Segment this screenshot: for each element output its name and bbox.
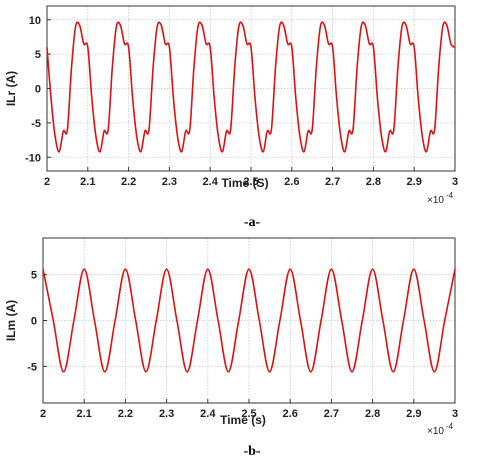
y-tick-label: 5	[35, 49, 41, 61]
x-tick-label: 3	[452, 408, 458, 420]
x-tick-label: 2.1	[80, 176, 95, 188]
x-tick-label: 2.4	[200, 408, 216, 420]
y-tick-label: 0	[31, 316, 37, 328]
x-axis-exponent: -4	[446, 422, 454, 431]
x-tick-label: 2	[40, 408, 46, 420]
y-axis-label: ILm (A)	[4, 300, 18, 341]
x-axis-label: Time (S)	[221, 176, 268, 190]
x-tick-label: 2.4	[203, 176, 219, 188]
y-tick-label: 10	[29, 15, 41, 27]
x-tick-label: 2.6	[283, 408, 298, 420]
x-tick-label: 2.8	[366, 176, 381, 188]
y-tick-label: 0	[35, 84, 41, 96]
x-tick-label: 2.2	[118, 408, 133, 420]
chart-panel-a: 2 2.1 2.2 2.3 2.4 2.5 2.6 2.7 2.8 2.9 3 -10 -5 0 5 10 Ti…	[4, 5, 458, 230]
series-line	[42, 268, 456, 373]
x-tick-label: 2	[44, 176, 50, 188]
x-tick-label: 2.7	[324, 408, 339, 420]
panel-caption: -a-	[244, 215, 261, 230]
x-tick-label: 2.8	[365, 408, 380, 420]
x-axis-multiplier: ×10	[427, 426, 444, 437]
x-tick-label: 2.6	[284, 176, 299, 188]
x-tick-label: 2.3	[159, 408, 174, 420]
y-tick-label: 5	[31, 270, 37, 282]
x-tick-label: 2.2	[121, 176, 136, 188]
x-tick-label: 2.3	[162, 176, 177, 188]
x-tick-label: 2.9	[407, 176, 422, 188]
y-tick-label: -5	[27, 361, 37, 373]
y-axis-label: ILr (A)	[4, 71, 18, 106]
x-axis-label: Time (s)	[220, 413, 266, 427]
x-tick-label: 2.7	[325, 176, 340, 188]
x-axis-multiplier: ×10	[427, 195, 444, 206]
y-tick-label: -5	[31, 118, 41, 130]
x-tick-label: 2.1	[77, 408, 92, 420]
x-tick-label: 2.9	[406, 408, 421, 420]
chart-panel-b: 2 2.1 2.2 2.3 2.4 2.5 2.6 2.7 2.8 2.9 3 -5 0 5 Time (s…	[4, 237, 458, 459]
x-axis-exponent: -4	[446, 191, 454, 200]
y-tick-label: -10	[25, 152, 41, 164]
series-line	[46, 21, 456, 153]
x-tick-label: 2.5	[243, 176, 258, 188]
x-tick-label: 2.5	[241, 408, 256, 420]
x-tick-label: 3	[452, 176, 458, 188]
panel-caption: -b-	[243, 444, 260, 459]
